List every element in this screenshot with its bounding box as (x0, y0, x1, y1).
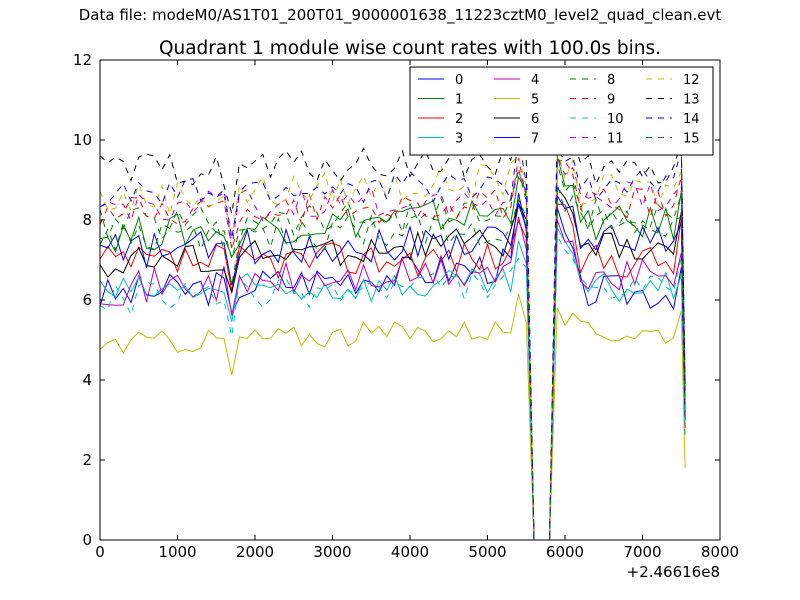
chart-title: Quadrant 1 module wise count rates with … (159, 38, 661, 59)
x-tick-label: 5000 (468, 543, 506, 561)
series-line-9 (100, 157, 686, 540)
y-tick-label: 12 (73, 51, 92, 69)
y-tick-label: 8 (82, 211, 92, 229)
legend-label-14: 14 (683, 112, 700, 127)
legend-label-1: 1 (455, 93, 463, 108)
legend-label-3: 3 (455, 132, 463, 147)
x-axis: 0 1000 2000 3000 4000 5000 6000 7000 8000 (95, 60, 739, 561)
series-line-7 (100, 194, 686, 540)
legend-label-7: 7 (531, 132, 539, 147)
series-line-15 (100, 183, 686, 540)
legend-label-8: 8 (607, 73, 615, 88)
series-line-14 (100, 137, 686, 540)
x-tick-label: 0 (95, 543, 105, 561)
legend-box (409, 66, 714, 156)
series-line-5 (100, 293, 686, 540)
series-line-13 (100, 120, 686, 540)
y-tick-label: 10 (73, 131, 92, 149)
legend-label-5: 5 (531, 93, 539, 108)
legend-label-15: 15 (683, 132, 700, 147)
x-tick-label: 2000 (236, 543, 274, 561)
x-tick-label: 7000 (623, 543, 661, 561)
series-line-0 (100, 192, 686, 540)
y-tick-label: 6 (82, 291, 92, 309)
suptitle: Data file: modeM0/AS1T01_200T01_90000016… (78, 6, 722, 24)
series-line-2 (100, 203, 686, 540)
legend-label-13: 13 (683, 93, 700, 108)
y-tick-label: 0 (82, 531, 92, 549)
x-tick-label: 4000 (391, 543, 429, 561)
legend-label-0: 0 (455, 73, 463, 88)
series-line-8 (100, 163, 686, 540)
series-layer (100, 120, 686, 540)
legend-label-10: 10 (607, 112, 624, 127)
legend-label-2: 2 (455, 112, 463, 127)
series-line-3 (100, 226, 686, 540)
x-tick-label: 6000 (546, 543, 584, 561)
x-tick-label: 8000 (701, 543, 739, 561)
legend-label-9: 9 (607, 93, 615, 108)
series-line-1 (100, 155, 686, 540)
x-offset-label: +2.46616e8 (627, 563, 720, 581)
series-line-6 (100, 186, 686, 540)
legend-label-12: 12 (683, 73, 700, 88)
x-tick-label: 3000 (313, 543, 351, 561)
legend-label-4: 4 (531, 73, 539, 88)
legend-label-6: 6 (531, 112, 539, 127)
series-line-10 (100, 234, 686, 540)
series-line-12 (100, 147, 686, 540)
x-tick-label: 1000 (158, 543, 196, 561)
y-tick-label: 4 (82, 371, 92, 389)
legend-label-11: 11 (607, 132, 624, 147)
series-line-11 (100, 155, 686, 540)
y-tick-label: 2 (82, 451, 92, 469)
